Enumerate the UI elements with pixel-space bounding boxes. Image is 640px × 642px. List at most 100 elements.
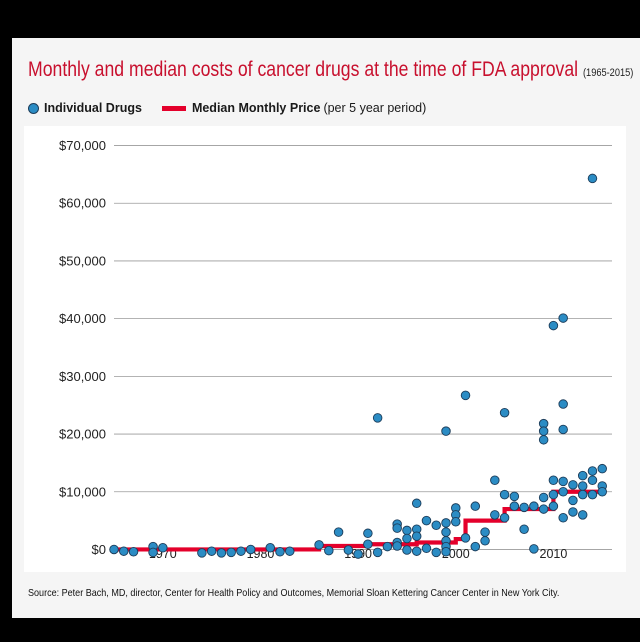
median-price-legend-marker	[161, 105, 186, 111]
drug-point	[236, 546, 246, 556]
individual-drugs-series	[109, 173, 607, 559]
scatter-chart: $0 $10,000 $20,000 $30,000 $40,000 $50,000 $60…	[59, 138, 612, 561]
y-tick-label: $30,000	[59, 369, 106, 384]
drug-point	[421, 515, 432, 526]
y-tick-label: $0	[92, 542, 106, 557]
drug-point	[480, 527, 490, 537]
drug-point	[392, 523, 402, 533]
drug-point	[490, 510, 500, 520]
drug-point	[392, 541, 402, 551]
drug-point	[353, 549, 363, 559]
drug-point	[577, 470, 588, 481]
drug-point	[226, 547, 236, 558]
y-tick-label: $40,000	[59, 311, 106, 326]
drug-point	[470, 501, 481, 511]
y-tick-label: $50,000	[59, 253, 106, 268]
drug-point	[431, 547, 441, 558]
drug-point	[558, 476, 568, 487]
drug-point	[372, 547, 383, 558]
drug-point	[460, 533, 471, 543]
drug-point	[441, 547, 451, 557]
drug-point	[411, 531, 422, 541]
drug-point	[411, 546, 422, 556]
gridlines	[114, 145, 612, 550]
drug-point	[148, 547, 158, 558]
drug-point	[470, 541, 481, 552]
drug-point	[441, 426, 451, 436]
drug-point	[363, 539, 373, 550]
y-tick-label: $70,000	[59, 138, 106, 153]
drug-point	[509, 501, 520, 511]
drug-point	[538, 435, 549, 445]
drug-point	[568, 480, 578, 490]
drug-point	[441, 527, 451, 537]
drug-point	[538, 426, 549, 436]
drug-point	[558, 487, 568, 497]
chart-legend: Individual Drugs Median Monthly Price (p…	[28, 100, 426, 116]
x-tick-label: 2010	[540, 547, 568, 561]
drug-point	[577, 510, 588, 520]
drug-point	[285, 546, 295, 556]
drug-point	[451, 517, 461, 527]
drug-point	[324, 545, 334, 556]
chart-panel: Monthly and median costs of cancer drugs…	[12, 38, 640, 618]
drug-point	[597, 463, 607, 474]
source-note: Source: Peter Bach, MD, director, Center…	[28, 587, 560, 599]
drug-point	[206, 546, 217, 556]
drug-point	[372, 413, 383, 423]
drug-point	[558, 399, 568, 409]
drug-point	[499, 512, 510, 523]
drug-point	[490, 475, 500, 485]
median-price-legend-note: (per 5 year period)	[323, 101, 427, 115]
drug-point	[460, 390, 471, 401]
y-axis-labels: $0 $10,000 $20,000 $30,000 $40,000 $50,000 $60…	[59, 138, 106, 557]
drug-point	[597, 487, 607, 497]
drug-point	[158, 542, 168, 553]
drug-point	[587, 173, 598, 184]
drug-point	[265, 542, 275, 553]
drug-point	[275, 547, 285, 557]
drug-point	[568, 507, 578, 517]
plot-area: $0 $10,000 $20,000 $30,000 $40,000 $50,000 $60…	[24, 126, 626, 572]
drug-point	[333, 527, 344, 537]
y-tick-label: $60,000	[59, 196, 106, 211]
drug-point	[480, 536, 490, 546]
drug-point	[548, 489, 559, 500]
drug-point	[519, 502, 529, 513]
drug-point	[587, 489, 598, 500]
drug-point	[245, 544, 256, 555]
chart-title: Monthly and median costs of cancer drugs…	[28, 58, 633, 82]
drug-point	[558, 512, 568, 523]
drug-point	[402, 533, 412, 544]
drug-point	[577, 481, 588, 491]
drug-point	[314, 540, 324, 550]
drug-point	[587, 475, 598, 485]
individual-drugs-legend-label: Individual Drugs	[44, 101, 142, 115]
drug-point	[216, 548, 227, 558]
drug-point	[119, 546, 129, 556]
drug-point	[568, 495, 578, 506]
chart-title-main: Monthly and median costs of cancer drugs…	[28, 58, 579, 81]
drug-point	[577, 489, 588, 500]
drug-point	[529, 501, 539, 511]
drug-point	[402, 525, 412, 536]
drug-point	[441, 518, 451, 528]
median-price-legend-label: Median Monthly Price	[191, 101, 321, 115]
y-tick-label: $20,000	[59, 427, 106, 442]
drug-point	[421, 543, 432, 554]
drug-point	[529, 544, 539, 554]
median-price-line	[114, 489, 603, 552]
drug-point	[382, 541, 393, 552]
drug-point	[431, 520, 441, 530]
drug-point	[519, 524, 529, 535]
drug-point	[411, 498, 422, 509]
drug-point	[402, 545, 412, 555]
drug-point	[558, 424, 568, 435]
drug-point	[558, 313, 568, 323]
individual-drugs-legend-marker	[28, 102, 39, 114]
drug-point	[548, 320, 559, 331]
drug-point	[343, 545, 354, 555]
median-price-series	[114, 489, 603, 552]
drug-point	[109, 544, 119, 555]
drug-point	[499, 407, 510, 418]
